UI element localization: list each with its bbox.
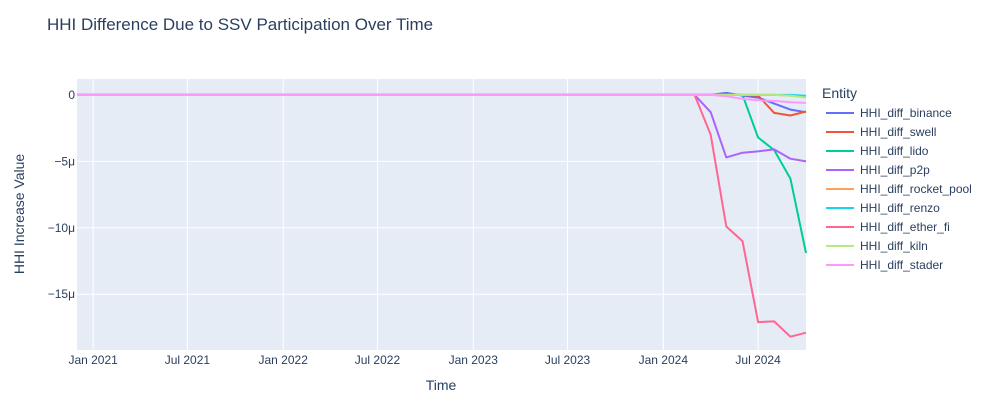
x-tick-label: Jul 2023 [545,353,591,367]
legend-item[interactable]: HHI_diff_swell [826,125,936,139]
x-tick-label: Jul 2022 [355,353,401,367]
legend-label: HHI_diff_rocket_pool [860,182,972,196]
plot-area [77,79,806,350]
x-tick-label: Jan 2021 [68,353,118,367]
x-tick-label: Jan 2022 [259,353,309,367]
y-tick-label: −10μ [48,221,75,235]
x-tick-label: Jul 2021 [165,353,211,367]
x-tick-label: Jan 2023 [449,353,499,367]
axis-ticks: Jan 2021 Jul 2021 Jan 2022 Jul 2022 Jan 2023… [48,88,781,367]
series-line-hhi-diff-ether-fi[interactable] [77,93,807,338]
legend-item[interactable]: HHI_diff_p2p [826,163,930,177]
chart-title: HHI Difference Due to SSV Participation … [47,15,433,34]
y-tick-label: 0 [68,88,75,102]
legend-label: HHI_diff_p2p [860,163,930,177]
legend-item[interactable]: HHI_diff_stader [826,258,943,272]
legend-label: HHI_diff_lido [860,144,929,158]
legend-item[interactable]: HHI_diff_renzo [826,201,940,215]
x-axis-title: Time [426,377,457,393]
y-tick-label: −15μ [48,287,75,301]
y-tick-label: −5μ [54,154,75,168]
legend-title: Entity [822,85,857,101]
legend-item[interactable]: HHI_diff_kiln [826,239,928,253]
legend-item[interactable]: HHI_diff_lido [826,144,929,158]
legend-item[interactable]: HHI_diff_ether_fi [826,220,950,234]
x-tick-label: Jan 2024 [639,353,689,367]
legend-item[interactable]: HHI_diff_rocket_pool [826,182,972,196]
series-line-hhi-diff-stader[interactable] [77,93,807,104]
series-line-hhi-diff-p2p[interactable] [77,93,807,163]
legend: Entity HHI_diff_binance HHI_diff_swell HHI… [822,85,972,272]
legend-label: HHI_diff_ether_fi [860,220,950,234]
series-lines [77,91,807,338]
y-axis-title: HHI Increase Value [11,154,27,275]
legend-label: HHI_diff_stader [860,258,943,272]
legend-label: HHI_diff_renzo [860,201,940,215]
legend-label: HHI_diff_kiln [860,239,928,253]
legend-label: HHI_diff_binance [860,106,952,120]
legend-item[interactable]: HHI_diff_binance [826,106,952,120]
legend-label: HHI_diff_swell [860,125,936,139]
x-tick-label: Jul 2024 [735,353,781,367]
